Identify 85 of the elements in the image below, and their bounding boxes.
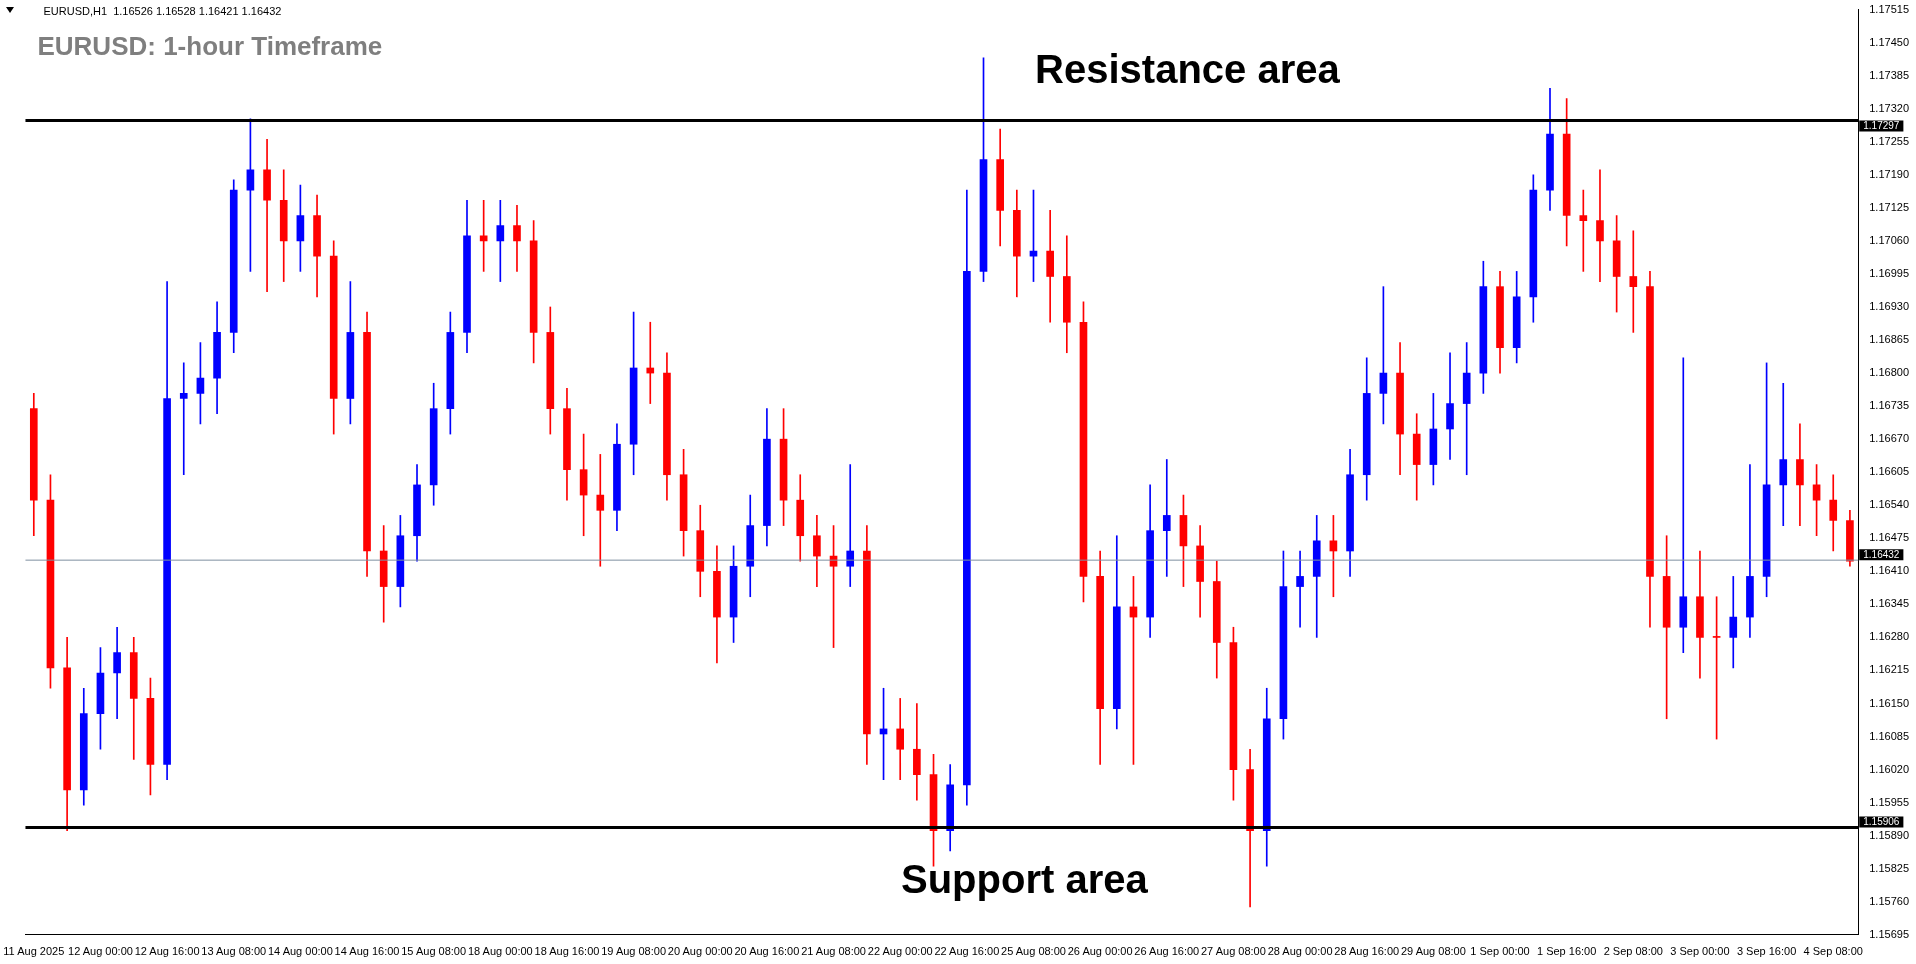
y-tick-label: 1.16930 (1869, 300, 1909, 313)
x-tick-label: 29 Aug 08:00 (1400, 945, 1466, 958)
x-tick-label: 13 Aug 08:00 (201, 945, 267, 958)
y-tick-label: 1.16475 (1869, 531, 1909, 544)
x-tick-label: 20 Aug 16:00 (734, 945, 800, 958)
candlestick (1596, 169, 1604, 282)
x-tick-label: 3 Sep 00:00 (1670, 945, 1730, 958)
x-tick-label: 25 Aug 08:00 (1001, 945, 1066, 958)
y-tick-label: 1.15955 (1869, 795, 1909, 808)
candlestick (1779, 382, 1788, 526)
candlestick (263, 138, 271, 293)
x-tick-label: 22 Aug 00:00 (867, 945, 933, 958)
x-tick-label: 12 Aug 00:00 (68, 945, 133, 958)
y-tick-label: 1.17060 (1869, 233, 1909, 246)
x-tick-label: 26 Aug 16:00 (1134, 945, 1200, 958)
x-tick-label: 18 Aug 00:00 (467, 945, 533, 958)
candlestick (1462, 342, 1471, 476)
y-tick-label: 1.17125 (1869, 200, 1909, 213)
y-tick-label: 1.16150 (1869, 696, 1909, 709)
x-tick-label: 2 Sep 08:00 (1603, 945, 1663, 958)
annotation: Support area (900, 857, 1149, 902)
y-tick-label: 1.15760 (1869, 894, 1909, 907)
x-tick-label: 28 Aug 00:00 (1267, 945, 1333, 958)
y-tick-label: 1.17450 (1869, 35, 1909, 48)
x-tick-label: 19 Aug 08:00 (601, 945, 667, 958)
candlestick (513, 204, 521, 272)
x-tick-label: 4 Sep 08:00 (1803, 945, 1863, 958)
x-tick-label: 22 Aug 16:00 (934, 945, 1000, 958)
candlestick (846, 464, 855, 587)
ref-line-label: 1.17297 (1863, 120, 1900, 132)
x-tick-label: 1 Sep 00:00 (1470, 945, 1530, 958)
candlestick (1579, 189, 1588, 272)
candlestick (1296, 550, 1304, 628)
candlestick (179, 362, 188, 476)
y-tick-label: 1.16540 (1869, 498, 1909, 511)
y-tick-label: 1.17515 (1869, 2, 1909, 15)
candlestick (596, 454, 605, 567)
y-tick-label: 1.16800 (1869, 366, 1909, 379)
y-tick-label: 1.16410 (1869, 564, 1909, 577)
y-tick-label: 1.16735 (1869, 399, 1909, 412)
y-tick-label: 1.17255 (1869, 134, 1909, 147)
y-tick-label: 1.15890 (1869, 828, 1909, 841)
y-tick-label: 1.16345 (1869, 597, 1909, 610)
x-tick-label: 11 Aug 2025 (3, 945, 65, 958)
x-tick-label: 3 Sep 16:00 (1736, 945, 1797, 958)
y-tick-label: 1.16215 (1869, 663, 1909, 676)
ref-line-label: 1.16432 (1863, 548, 1900, 560)
y-tick-label: 1.16085 (1869, 729, 1909, 742)
candlestick (1746, 464, 1754, 638)
y-tick-label: 1.17320 (1869, 101, 1909, 114)
x-tick-label: 21 Aug 08:00 (801, 945, 866, 958)
candlestick (646, 321, 655, 404)
y-tick-label: 1.16865 (1869, 333, 1909, 346)
x-tick-label: 14 Aug 00:00 (267, 945, 333, 958)
x-tick-label: 20 Aug 00:00 (667, 945, 733, 958)
x-tick-label: 18 Aug 16:00 (534, 945, 600, 958)
y-tick-label: 1.15825 (1869, 861, 1909, 874)
y-tick-label: 1.16995 (1869, 266, 1909, 279)
annotation: Resistance area (1035, 47, 1341, 92)
y-tick-label: 1.17385 (1869, 68, 1909, 81)
x-tick-label: 27 Aug 08:00 (1201, 945, 1266, 958)
candlestick (496, 199, 505, 282)
x-tick-label: 12 Aug 16:00 (134, 945, 200, 958)
candlestick (113, 626, 121, 720)
y-tick-label: 1.17190 (1869, 167, 1909, 180)
candlestick (1446, 352, 1454, 460)
y-tick-label: 1.16020 (1869, 762, 1909, 775)
y-tick-label: 1.16280 (1869, 630, 1909, 643)
y-tick-label: 1.15695 (1869, 927, 1909, 940)
candlestick (896, 698, 905, 781)
x-tick-label: 14 Aug 16:00 (334, 945, 400, 958)
text: EURUSD: 1-hour Timeframe (37, 31, 383, 62)
x-tick-label: 1 Sep 16:00 (1536, 945, 1597, 958)
annotation: EURUSD,H1 1.16526 1.16528 1.16421 1.16432 (43, 5, 282, 18)
candlestick (1729, 576, 1738, 669)
candlestick (1046, 210, 1054, 323)
candlestick (1162, 459, 1171, 577)
x-tick-label: 28 Aug 16:00 (1334, 945, 1400, 958)
ref-line-label: 1.15906 (1863, 816, 1900, 828)
x-tick-label: 26 Aug 00:00 (1067, 945, 1133, 958)
candlestick (1629, 230, 1638, 333)
x-tick-label: 15 Aug 08:00 (401, 945, 467, 958)
y-tick-label: 1.16605 (1869, 465, 1909, 478)
candlestick (1679, 357, 1688, 653)
y-tick-label: 1.16670 (1869, 432, 1909, 445)
